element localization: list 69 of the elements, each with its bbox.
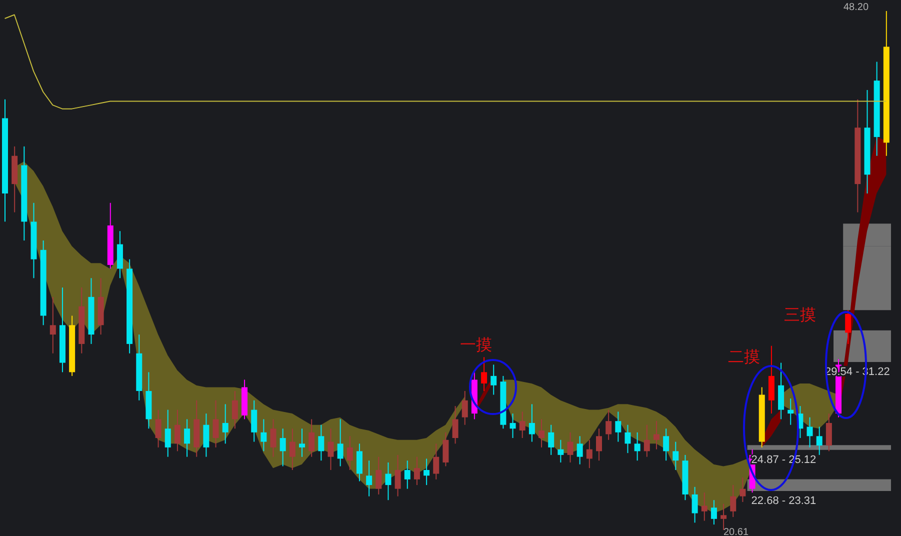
candlestick xyxy=(548,424,554,456)
candlestick xyxy=(452,406,458,444)
candlestick xyxy=(299,428,305,458)
candlestick xyxy=(433,443,440,480)
candlestick xyxy=(424,458,430,486)
candlestick xyxy=(164,409,171,458)
candlestick xyxy=(366,460,372,497)
candlestick xyxy=(337,418,344,467)
candlestick xyxy=(414,456,420,486)
candlestick xyxy=(232,390,238,430)
candlestick xyxy=(692,486,698,524)
candlestick xyxy=(481,356,488,392)
candlestick xyxy=(653,420,660,450)
candlestick xyxy=(788,398,794,426)
band-label: 22.68 - 23.31 xyxy=(751,495,816,508)
candlestick xyxy=(596,428,602,462)
candlestick xyxy=(806,416,813,448)
candlestick xyxy=(558,439,564,463)
candlestick xyxy=(184,418,190,458)
candlestick xyxy=(222,404,228,444)
candlestick xyxy=(490,364,497,396)
annotation: 20.61 xyxy=(723,527,749,536)
candlestick xyxy=(710,500,717,526)
candlestick xyxy=(346,436,353,470)
annotation: 二摸 xyxy=(728,347,760,366)
candlestick xyxy=(567,432,574,463)
candlestick xyxy=(576,436,583,465)
annotation: 三摸 xyxy=(784,305,816,324)
candlestick xyxy=(634,432,640,462)
candlestick xyxy=(816,426,822,456)
candlestick xyxy=(740,477,746,502)
annotation: 一摸 xyxy=(460,335,492,354)
candlestick xyxy=(586,439,592,469)
candlestick xyxy=(510,413,516,439)
candlestick xyxy=(462,390,468,426)
candlestick xyxy=(385,462,392,501)
candlestick xyxy=(155,409,162,448)
candlestick xyxy=(826,413,832,452)
candlestick xyxy=(615,411,622,442)
candlestick xyxy=(538,418,545,448)
candlestick xyxy=(394,454,401,497)
candlestick xyxy=(212,400,219,448)
candlestick xyxy=(845,310,852,344)
candlestick xyxy=(730,484,736,518)
candlestick xyxy=(376,456,382,495)
candlestick xyxy=(203,413,210,458)
candlestick xyxy=(624,424,631,454)
annotation: 48.20 xyxy=(843,2,869,13)
candlestick xyxy=(174,409,180,452)
candlestick xyxy=(50,296,56,354)
candlestick xyxy=(356,443,362,482)
candlestick xyxy=(308,418,315,458)
candlestick xyxy=(606,409,612,440)
candlestick xyxy=(318,424,324,462)
candlestick xyxy=(442,432,449,467)
candlestick xyxy=(672,441,679,470)
candlestick xyxy=(404,460,410,490)
candlestick xyxy=(280,428,286,467)
candlestick xyxy=(328,428,334,470)
candlestick xyxy=(289,428,296,470)
candlestick xyxy=(519,411,526,439)
candlestick xyxy=(644,424,650,458)
candlestick xyxy=(270,418,276,458)
candlestick xyxy=(251,400,258,442)
candlestick xyxy=(260,418,267,452)
candlestick xyxy=(528,404,535,442)
candlestick xyxy=(720,503,727,530)
candlestick xyxy=(663,428,670,462)
candlestick xyxy=(701,492,708,522)
